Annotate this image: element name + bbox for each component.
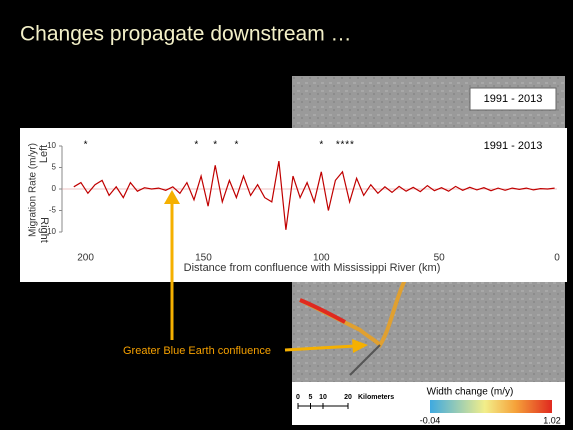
asterisk: * xyxy=(341,140,345,151)
asterisk: * xyxy=(336,140,340,151)
asterisk: * xyxy=(84,140,88,151)
scale-tick-label: 0 xyxy=(296,394,300,401)
annotation-text: Greater Blue Earth confluence xyxy=(123,345,271,357)
legend-title: Width change (m/y) xyxy=(427,387,514,398)
scale-unit: Kilometers xyxy=(358,394,394,401)
map-period: 1991 - 2013 xyxy=(484,93,543,105)
y-tick-label: 10 xyxy=(47,141,56,150)
legend-min: -0.04 xyxy=(420,415,441,425)
legend-gradient xyxy=(430,400,552,413)
y-tick-label: 0 xyxy=(52,184,57,193)
asterisk: * xyxy=(194,140,198,151)
x-tick-label: 50 xyxy=(434,253,446,264)
x-tick-label: 150 xyxy=(195,253,212,264)
legend-max: 1.02 xyxy=(543,415,561,425)
y-tick-label: 5 xyxy=(52,163,57,172)
scale-tick-label: 10 xyxy=(319,394,327,401)
slide-title: Changes propagate downstream … xyxy=(20,23,352,46)
asterisk: * xyxy=(234,140,238,151)
chart-period: 1991 - 2013 xyxy=(484,140,543,152)
chart-panel: 1991 - 2013 Migration Rate (m/yr) Left R… xyxy=(20,128,567,282)
scale-tick-label: 5 xyxy=(309,394,313,401)
asterisk: * xyxy=(345,140,349,151)
x-tick-label: 0 xyxy=(554,253,560,264)
scale-tick-label: 20 xyxy=(344,394,352,401)
asterisk: * xyxy=(319,140,323,151)
x-tick-label: 100 xyxy=(313,253,330,264)
asterisk: * xyxy=(350,140,354,151)
slide: Changes propagate downstream … 1991 - 20… xyxy=(0,0,573,430)
y-tick-label: -10 xyxy=(44,227,56,236)
x-tick-label: 200 xyxy=(77,253,94,264)
x-axis-label: Distance from confluence with Mississipp… xyxy=(184,262,441,274)
y-tick-label: -5 xyxy=(49,206,57,215)
asterisk: * xyxy=(213,140,217,151)
